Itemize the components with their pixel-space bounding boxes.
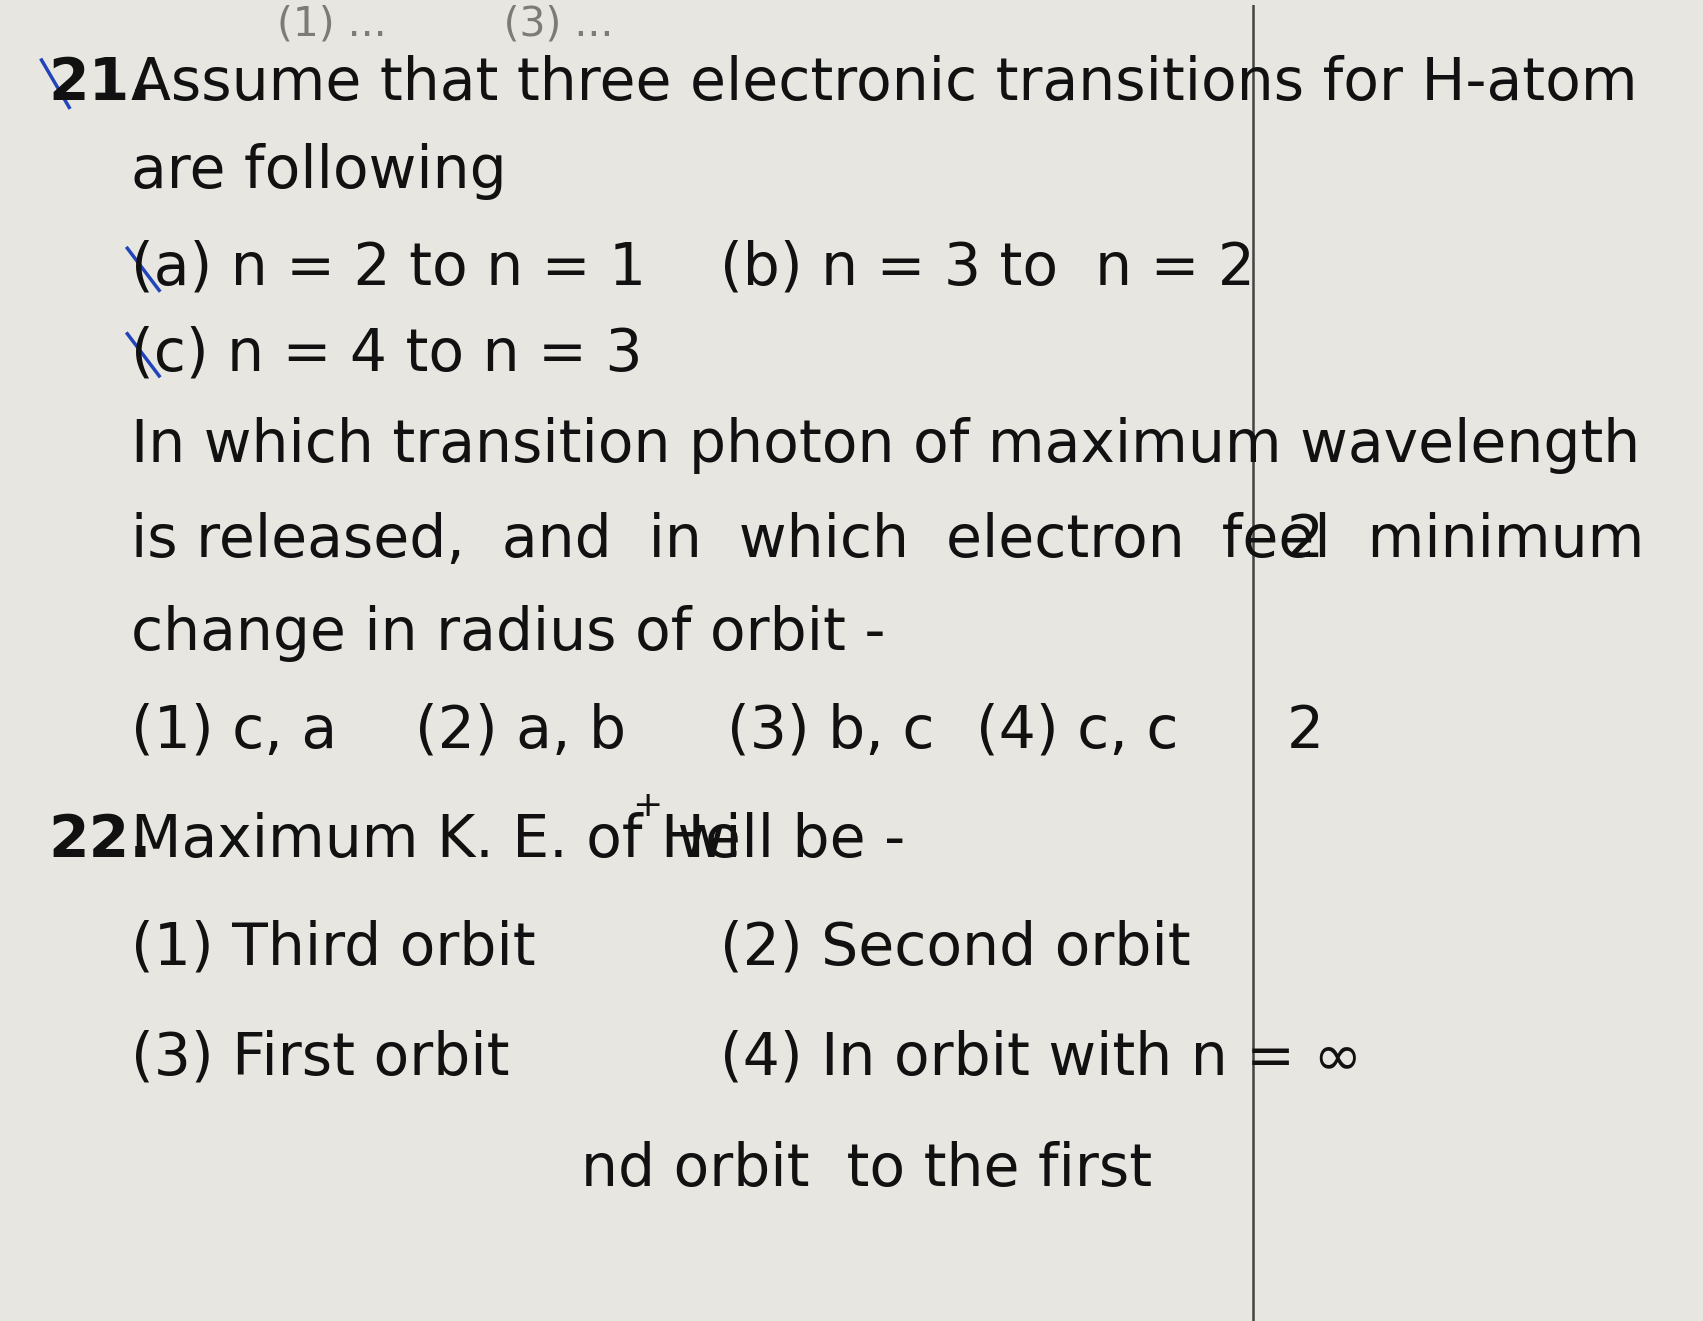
Text: Assume that three electronic transitions for H-atom: Assume that three electronic transitions… — [131, 55, 1638, 112]
Text: +: + — [632, 790, 662, 823]
Text: (1) Third orbit: (1) Third orbit — [131, 919, 536, 978]
Text: (4) c, c: (4) c, c — [976, 703, 1178, 760]
Text: (3) First orbit: (3) First orbit — [131, 1029, 509, 1086]
Text: change in radius of orbit -: change in radius of orbit - — [131, 605, 886, 662]
Text: are following: are following — [131, 144, 507, 201]
Text: 2: 2 — [1287, 513, 1325, 569]
Text: (2) Second orbit: (2) Second orbit — [720, 919, 1190, 978]
Text: 2: 2 — [1287, 703, 1325, 760]
Text: (1) c, a: (1) c, a — [131, 703, 337, 760]
Text: (3) b, c: (3) b, c — [727, 703, 935, 760]
Text: is released,  and  in  which  electron  feel  minimum: is released, and in which electron feel … — [131, 513, 1645, 569]
Text: nd orbit  to the first: nd orbit to the first — [581, 1141, 1153, 1198]
Text: (2) a, b: (2) a, b — [416, 703, 627, 760]
Text: (c) n = 4 to n = 3: (c) n = 4 to n = 3 — [131, 325, 644, 382]
Text: Maximum K. E. of He: Maximum K. E. of He — [131, 812, 741, 869]
Text: 22.: 22. — [48, 812, 152, 869]
Text: (b) n = 3 to  n = 2: (b) n = 3 to n = 2 — [720, 239, 1255, 296]
Text: (1) ...         (3) ...: (1) ... (3) ... — [278, 4, 613, 45]
Text: will be -: will be - — [659, 812, 904, 869]
Text: (4) In orbit with n = ∞: (4) In orbit with n = ∞ — [720, 1029, 1362, 1086]
Text: (a) n = 2 to n = 1: (a) n = 2 to n = 1 — [131, 239, 647, 296]
Text: 21.: 21. — [48, 55, 152, 112]
Text: In which transition photon of maximum wavelength: In which transition photon of maximum wa… — [131, 417, 1640, 474]
